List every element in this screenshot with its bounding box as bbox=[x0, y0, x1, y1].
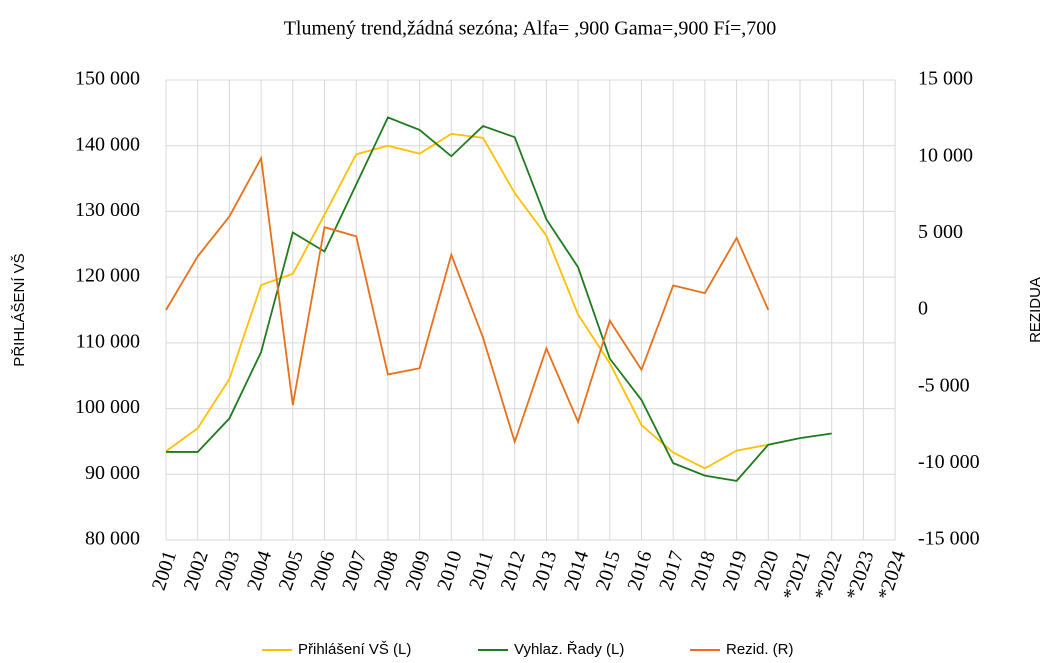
x-tick-label: 2014 bbox=[560, 548, 593, 593]
y-tick-label: 100 000 bbox=[75, 396, 140, 418]
x-tick-label: 2015 bbox=[592, 548, 625, 593]
y2-tick-label: 0 bbox=[918, 298, 928, 320]
legend-label: Rezid. (R) bbox=[726, 641, 794, 658]
x-tick-label: 2020 bbox=[750, 548, 783, 593]
y2-tick-label: 5 000 bbox=[918, 221, 963, 243]
x-tick-label: 2019 bbox=[718, 548, 751, 593]
y-tick-label: 110 000 bbox=[76, 330, 140, 352]
x-tick-label: 2009 bbox=[401, 548, 434, 593]
y2-tick-label: -10 000 bbox=[918, 451, 980, 473]
x-tick-label: *2023 bbox=[842, 548, 878, 602]
x-tick-label: 2011 bbox=[465, 548, 498, 592]
y-tick-label: 120 000 bbox=[75, 265, 140, 287]
y2-tick-label: -15 000 bbox=[918, 528, 980, 550]
x-tick-label: 2001 bbox=[148, 548, 181, 593]
x-tick-label: 2004 bbox=[243, 548, 276, 593]
y-tick-label: 130 000 bbox=[75, 199, 140, 221]
x-tick-label: *2024 bbox=[874, 548, 910, 602]
x-tick-label: 2017 bbox=[655, 548, 688, 593]
legend-label: Přihlášení VŠ (L) bbox=[298, 641, 411, 658]
x-tick-label: 2003 bbox=[211, 548, 244, 593]
x-tick-label: 2012 bbox=[497, 548, 530, 593]
legend-label: Vyhlaz. Řady (L) bbox=[514, 641, 624, 658]
x-tick-label: 2013 bbox=[528, 548, 561, 593]
x-tick-label: 2007 bbox=[338, 548, 371, 593]
series-line bbox=[165, 132, 769, 470]
x-tick-label: *2021 bbox=[779, 548, 815, 602]
y-tick-label: 90 000 bbox=[85, 462, 140, 484]
x-tick-label: 2006 bbox=[306, 548, 339, 593]
y2-tick-label: -5 000 bbox=[918, 374, 970, 396]
x-tick-label: *2022 bbox=[810, 548, 846, 602]
y-tick-label: 140 000 bbox=[75, 133, 140, 155]
x-tick-label: 2010 bbox=[433, 548, 466, 593]
y-tick-label: 150 000 bbox=[75, 68, 140, 90]
series-line bbox=[166, 116, 832, 482]
y-axis-label: PŘIHLÁŠENÍ VŠ bbox=[11, 253, 28, 366]
y2-tick-label: 15 000 bbox=[918, 68, 973, 90]
series-line bbox=[165, 155, 770, 445]
x-tick-label: 2016 bbox=[623, 548, 656, 593]
x-tick-label: 2018 bbox=[687, 548, 720, 593]
x-tick-label: 2008 bbox=[370, 548, 403, 593]
y2-tick-label: 10 000 bbox=[918, 144, 973, 166]
y2-axis-label: REZIDUA bbox=[1027, 277, 1044, 343]
chart-title: Tlumený trend,žádná sezóna; Alfa= ,900 G… bbox=[284, 18, 777, 40]
x-tick-label: 2002 bbox=[180, 548, 213, 593]
y-tick-label: 80 000 bbox=[85, 528, 140, 550]
x-tick-label: 2005 bbox=[275, 548, 308, 593]
